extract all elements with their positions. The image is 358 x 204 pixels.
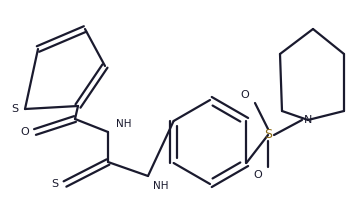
Text: S: S (264, 129, 272, 142)
Text: O: O (253, 170, 262, 180)
Text: NH: NH (153, 181, 169, 191)
Text: S: S (52, 179, 59, 189)
Text: N: N (304, 115, 312, 125)
Text: S: S (11, 104, 19, 114)
Text: O: O (21, 127, 29, 137)
Text: O: O (241, 90, 250, 100)
Text: NH: NH (116, 119, 131, 129)
